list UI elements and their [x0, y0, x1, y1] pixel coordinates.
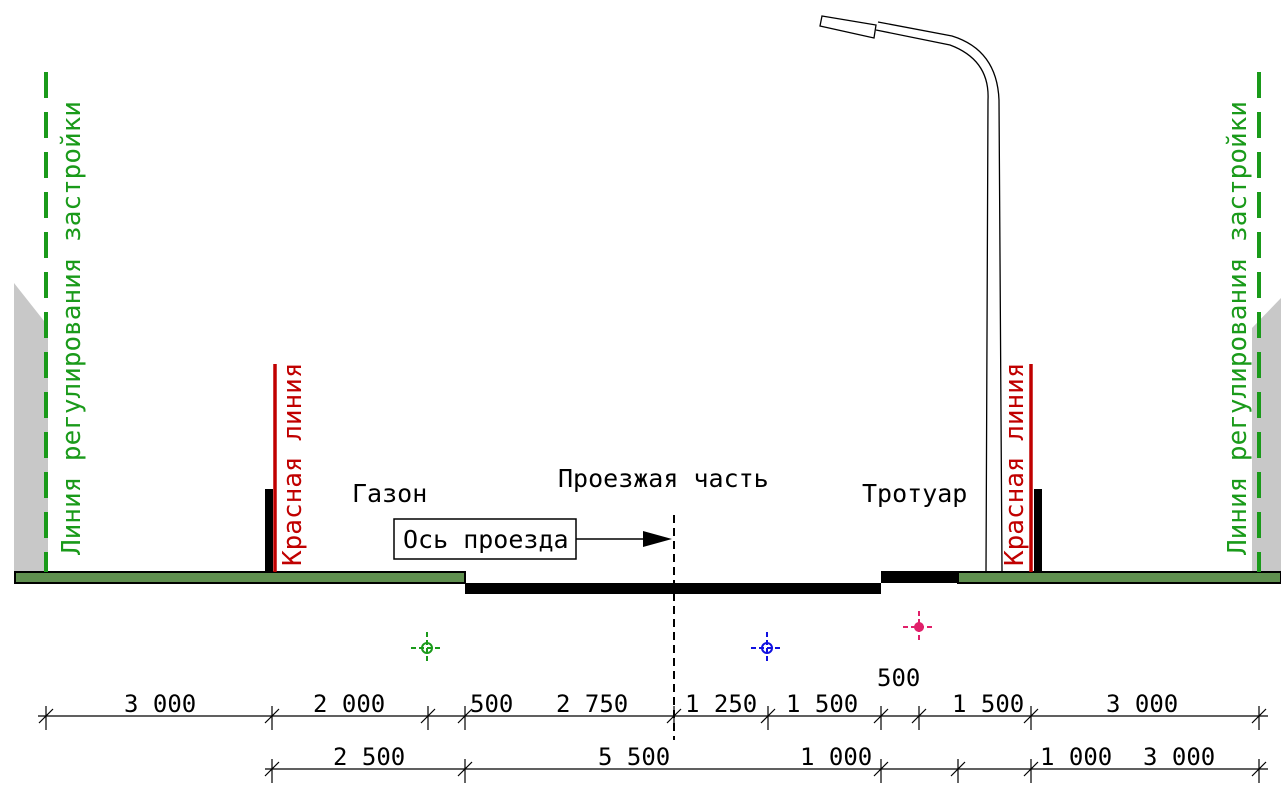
dim-r2-3: 1 000 — [800, 743, 872, 771]
dim-r1-7: 500 — [877, 664, 920, 692]
dim-r1-5: 1 250 — [685, 690, 757, 718]
right-red-line-label: Красная линия — [1000, 363, 1030, 567]
dim-r2-1: 2 500 — [333, 743, 405, 771]
axis-arrow-head — [643, 531, 672, 547]
dim-r2-4: 1 000 — [1040, 743, 1112, 771]
right-fence — [1034, 489, 1042, 572]
marker-blue-icon — [751, 632, 783, 664]
dim-r2-5: 3 000 — [1143, 743, 1215, 771]
dimension-row-2 — [264, 759, 1268, 783]
right-building — [1252, 298, 1281, 572]
carriageway-label: Проезжая часть — [558, 464, 769, 493]
marker-green-icon — [411, 632, 443, 664]
sidewalk-slab — [881, 571, 958, 583]
axis-label-box — [393, 518, 577, 560]
dim-r1-1: 3 000 — [124, 690, 196, 718]
left-fence — [265, 489, 273, 572]
lawn-label: Газон — [352, 479, 427, 508]
left-building-line-label: Линия регулирования застройки — [57, 101, 87, 555]
street-lamp-icon — [819, 15, 1003, 573]
dim-r1-8: 1 500 — [952, 690, 1024, 718]
dim-r1-3: 500 — [470, 690, 513, 718]
carriageway-slab — [465, 583, 881, 594]
dim-r1-9: 3 000 — [1106, 690, 1178, 718]
left-building — [14, 283, 48, 572]
dim-r1-4: 2 750 — [556, 690, 628, 718]
dimension-row-1 — [38, 706, 1268, 730]
left-red-line-label: Красная линия — [278, 363, 308, 567]
right-lawn — [957, 571, 1281, 584]
dim-r1-6: 1 500 — [786, 690, 858, 718]
sidewalk-label: Тротуар — [862, 479, 967, 508]
marker-pink-icon — [903, 611, 935, 643]
dim-r2-2: 5 500 — [598, 743, 670, 771]
dim-r1-2: 2 000 — [313, 690, 385, 718]
right-building-line-label: Линия регулирования застройки — [1223, 101, 1253, 555]
left-lawn — [14, 571, 466, 584]
axis-label: Ось проезда — [403, 525, 569, 554]
